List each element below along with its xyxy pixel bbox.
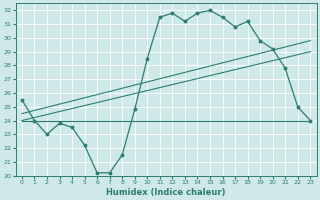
X-axis label: Humidex (Indice chaleur): Humidex (Indice chaleur) — [106, 188, 226, 197]
